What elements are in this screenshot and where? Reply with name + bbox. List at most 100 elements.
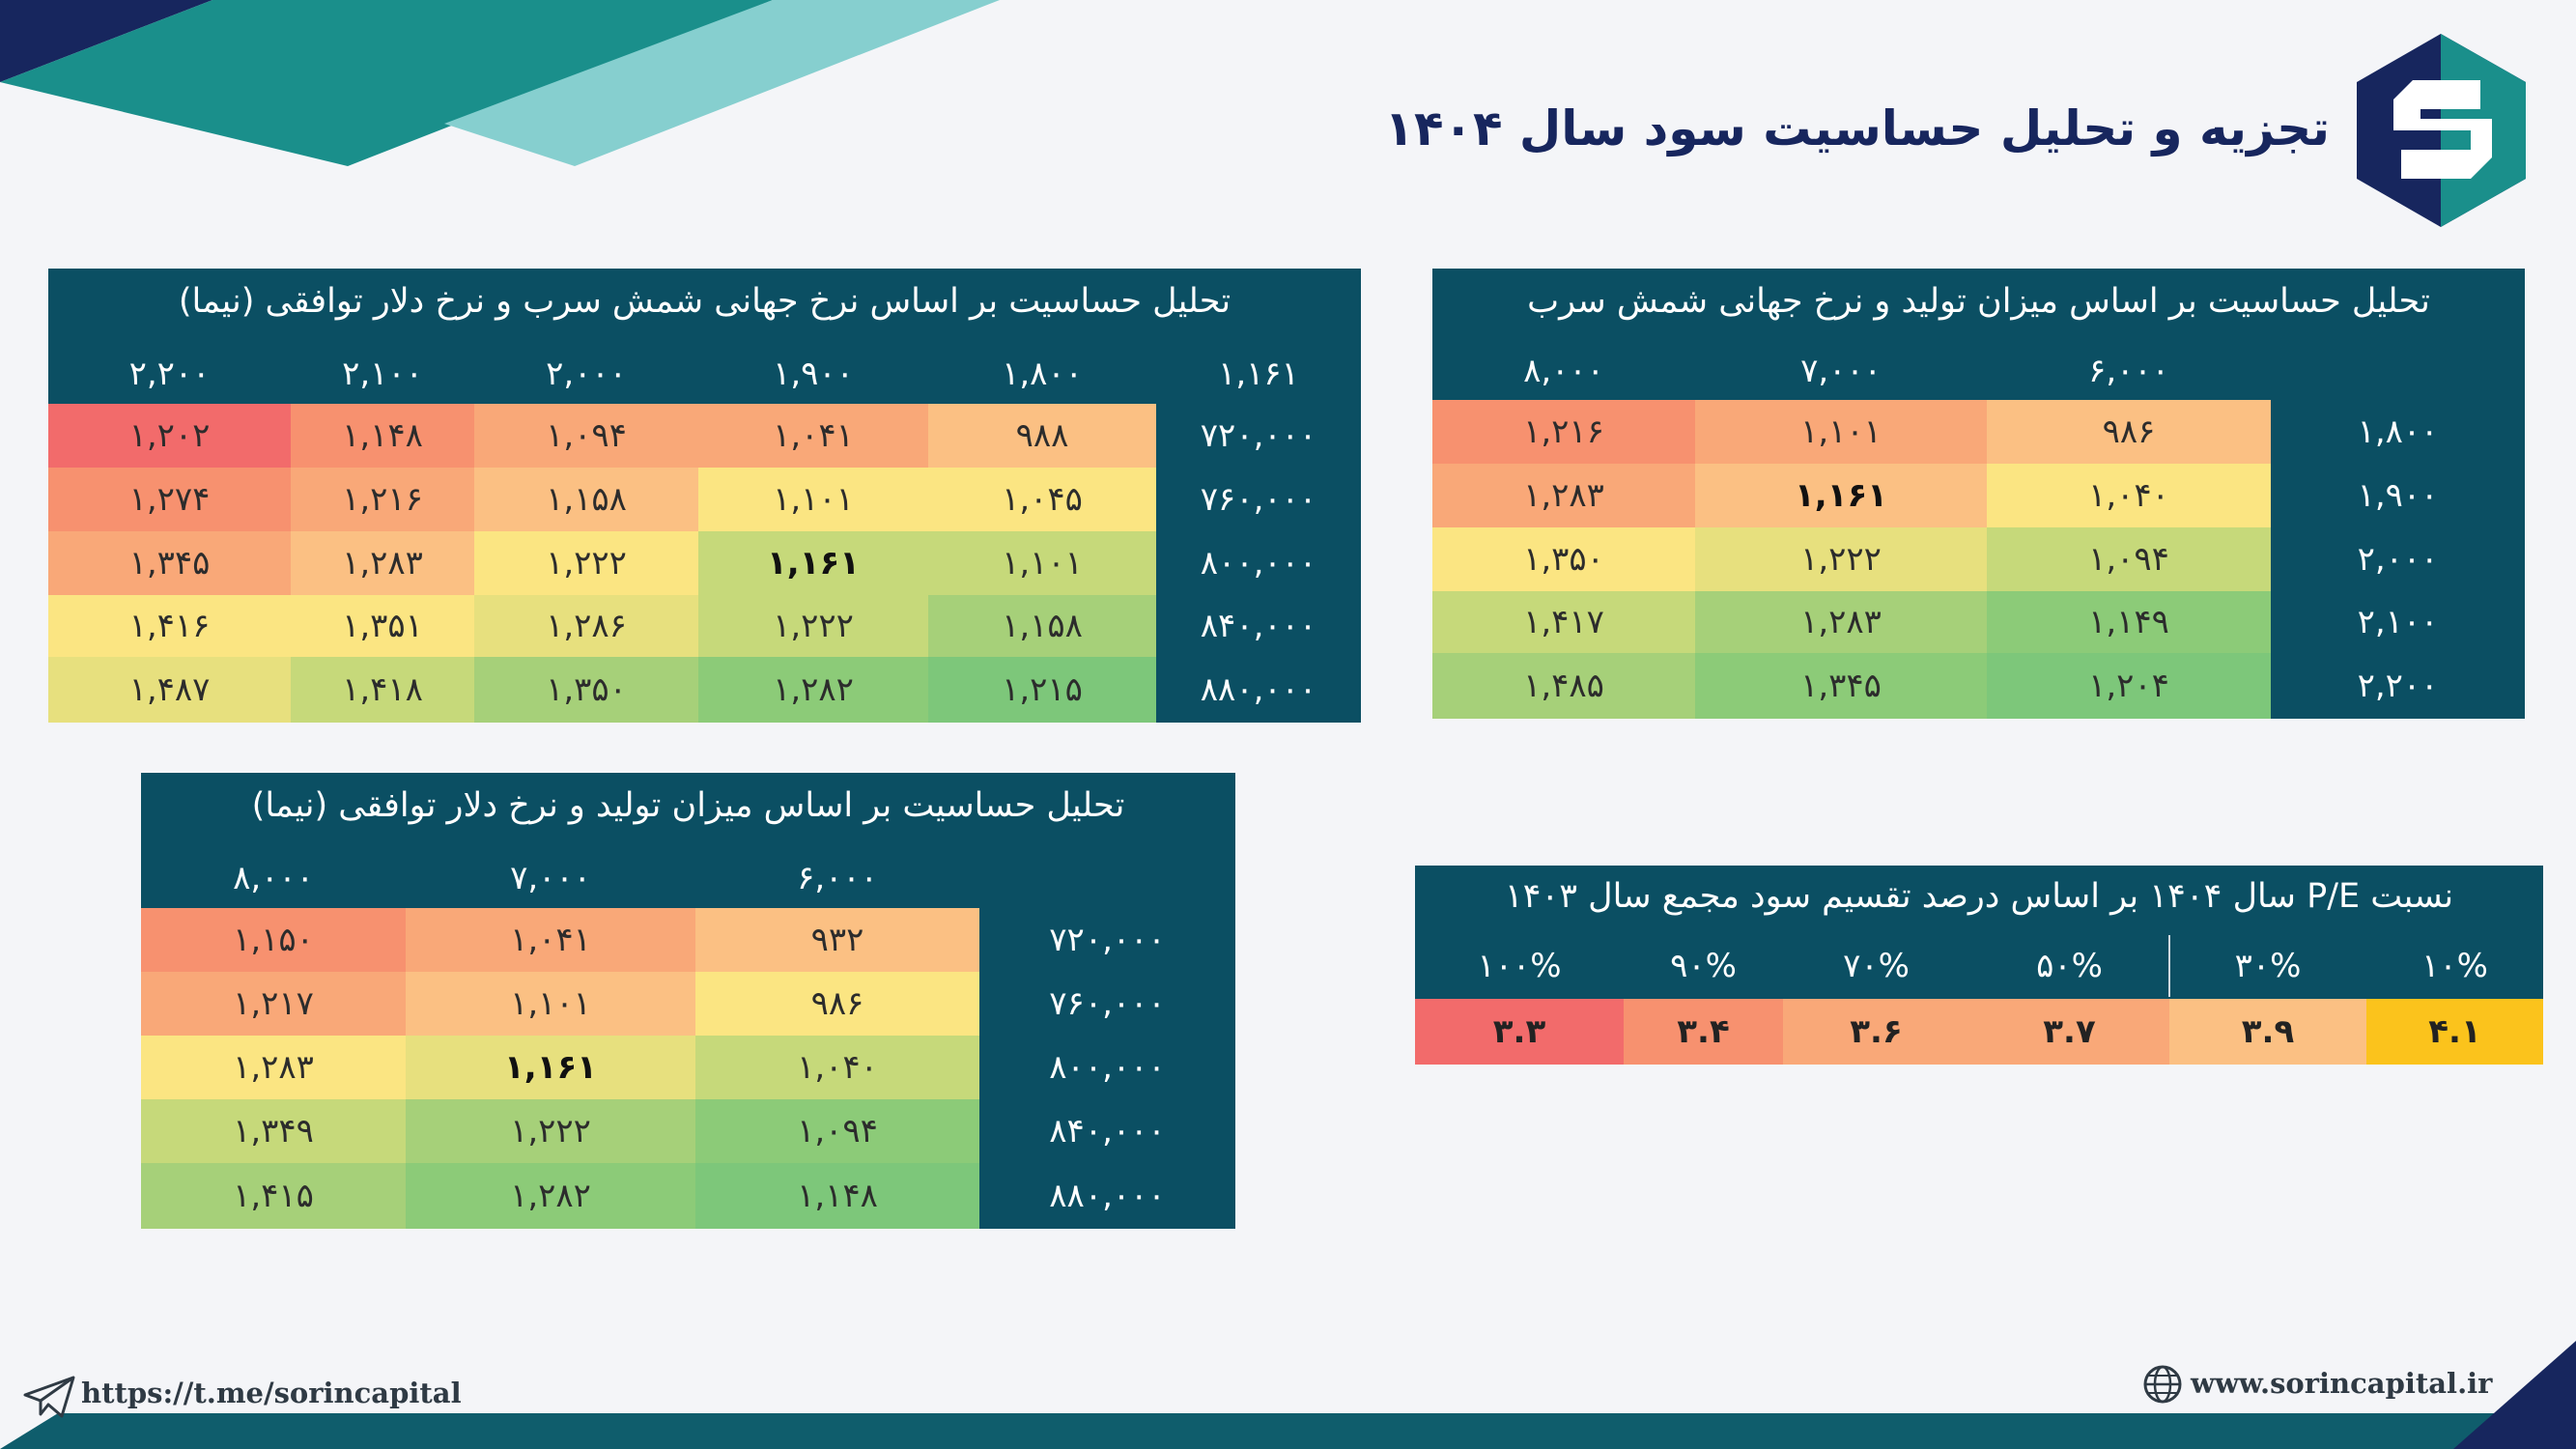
row-header: ۸۸۰,۰۰۰ (1049, 1177, 1166, 1215)
top-left-light-teal-shape (444, 0, 1000, 166)
heat-cell: ۱,۴۸۵ (1432, 653, 1695, 719)
column-header: ۶,۰۰۰ (2088, 352, 2169, 390)
heat-cell: ۱,۱۰۱ (698, 468, 928, 531)
row-header: ۲,۰۰۰ (2357, 540, 2439, 579)
heat-cell: ۹۸۶ (695, 972, 979, 1036)
pe-cell: ۳.۷ (1969, 999, 2169, 1065)
heat-cell: ۱,۱۵۸ (928, 595, 1156, 657)
heat-cell: ۱,۱۰۱ (928, 531, 1156, 595)
column-header: ۷۰% (1843, 947, 1910, 985)
row-header: ۸۴۰,۰۰۰ (1049, 1112, 1166, 1151)
heat-cell: ۱,۲۲۲ (474, 531, 698, 595)
heat-cell: ۱,۰۴۰ (695, 1036, 979, 1099)
heat-cell: ۱,۲۸۳ (1695, 591, 1987, 653)
row-header: ۱,۸۰۰ (2357, 412, 2439, 451)
bottom-teal-band (0, 1413, 2576, 1449)
heat-cell: ۱,۰۴۵ (928, 468, 1156, 531)
globe-icon (2143, 1365, 2182, 1404)
table-production-vs-nima-dollar: تحلیل حساسیت بر اساس میزان تولید و نرخ د… (141, 773, 1235, 1229)
column-header: ۷,۰۰۰ (510, 859, 591, 897)
heat-cell: ۹۳۲ (695, 908, 979, 972)
heat-cell: ۱,۳۴۵ (1695, 653, 1987, 719)
heat-cell: ۱,۲۰۲ (48, 404, 291, 468)
heat-cell: ۱,۴۱۵ (141, 1163, 406, 1229)
heat-cell: ۱,۰۹۴ (1987, 527, 2271, 591)
heat-cell: ۱,۰۹۴ (695, 1099, 979, 1163)
heat-cell: ۱,۳۴۵ (48, 531, 291, 595)
table-lead-price-vs-nima-dollar: تحلیل حساسیت بر اساس نرخ جهانی شمش سرب و… (48, 269, 1361, 723)
heat-cell: ۱,۴۱۷ (1432, 591, 1695, 653)
heat-cell: ۱,۳۴۹ (141, 1099, 406, 1163)
heat-cell: ۱,۱۵۰ (141, 908, 406, 972)
table-title: تحلیل حساسیت بر اساس میزان تولید و نرخ ج… (1527, 282, 2430, 321)
table-production-vs-lead-price: تحلیل حساسیت بر اساس میزان تولید و نرخ ج… (1432, 269, 2525, 719)
heat-cell: ۱,۲۲۲ (698, 595, 928, 657)
heat-cell: ۱,۱۶۱ (698, 531, 928, 595)
heat-cell: ۱,۲۸۶ (474, 595, 698, 657)
column-header: ۱,۸۰۰ (1002, 355, 1083, 393)
heat-cell: ۱,۲۸۳ (141, 1036, 406, 1099)
column-header: ۲,۱۰۰ (342, 355, 423, 393)
heat-cell: ۱,۱۰۱ (1695, 400, 1987, 464)
top-left-teal-shape (0, 0, 773, 166)
heat-cell: ۱,۴۱۶ (48, 595, 291, 657)
table-pe-ratio: نسبت P/E سال ۱۴۰۴ بر اساس درصد تقسیم سود… (1415, 866, 2543, 1065)
heat-cell: ۱,۰۴۱ (406, 908, 695, 972)
row-header: ۸۸۰,۰۰۰ (1200, 670, 1317, 709)
column-header: ۱۰% (2421, 947, 2488, 985)
heat-cell: ۱,۳۵۰ (1432, 527, 1695, 591)
heat-cell: ۱,۱۴۹ (1987, 591, 2271, 653)
column-header: ۳۰% (2234, 947, 2302, 985)
row-header: ۷۲۰,۰۰۰ (1049, 921, 1166, 959)
company-logo (2357, 34, 2526, 227)
row-header: ۸۰۰,۰۰۰ (1200, 544, 1317, 582)
heat-cell: ۱,۳۵۱ (291, 595, 474, 657)
heat-cell: ۱,۲۷۴ (48, 468, 291, 531)
heat-cell: ۱,۱۶۱ (1695, 464, 1987, 527)
heat-cell: ۱,۲۸۳ (291, 531, 474, 595)
table-title: تحلیل حساسیت بر اساس میزان تولید و نرخ د… (251, 786, 1125, 825)
row-header: ۷۶۰,۰۰۰ (1200, 480, 1317, 519)
telegram-link[interactable]: https://t.me/sorincapital (81, 1377, 462, 1409)
heat-cell: ۱,۲۲۲ (1695, 527, 1987, 591)
heat-cell: ۱,۱۴۸ (695, 1163, 979, 1229)
table-title: تحلیل حساسیت بر اساس نرخ جهانی شمش سرب و… (178, 282, 1231, 321)
heat-cell: ۱,۴۸۷ (48, 657, 291, 723)
column-header: ۵۰% (2036, 947, 2103, 985)
heat-cell: ۱,۰۴۰ (1987, 464, 2271, 527)
row-header: ۸۴۰,۰۰۰ (1200, 607, 1317, 645)
row-header: ۷۶۰,۰۰۰ (1049, 984, 1166, 1023)
column-header: ۷,۰۰۰ (1800, 352, 1882, 390)
row-header: ۲,۱۰۰ (2357, 603, 2439, 641)
column-header: ۲,۰۰۰ (546, 355, 627, 393)
heat-cell: ۱,۰۹۴ (474, 404, 698, 468)
heat-cell: ۱,۲۸۳ (1432, 464, 1695, 527)
corner-header: ۱,۱۶۱ (1218, 355, 1299, 393)
column-header: ۸,۰۰۰ (1523, 352, 1604, 390)
column-header: ۹۰% (1670, 947, 1737, 985)
row-header: ۸۰۰,۰۰۰ (1049, 1048, 1166, 1087)
heat-cell: ۱,۱۴۸ (291, 404, 474, 468)
column-separator (2168, 935, 2170, 997)
website-link[interactable]: www.sorincapital.ir (2191, 1367, 2493, 1400)
heat-cell: ۱,۲۱۶ (1432, 400, 1695, 464)
heat-cell: ۱,۲۱۵ (928, 657, 1156, 723)
heat-cell: ۱,۱۶۱ (406, 1036, 695, 1099)
heat-cell: ۱,۲۸۲ (698, 657, 928, 723)
page-title: تجزیه و تحلیل حساسیت سود سال ۱۴۰۴ (1384, 100, 2330, 156)
heat-cell: ۱,۱۰۱ (406, 972, 695, 1036)
row-header: ۲,۲۰۰ (2357, 667, 2439, 705)
column-header: ۸,۰۰۰ (233, 859, 314, 897)
column-header: ۶,۰۰۰ (797, 859, 878, 897)
pe-cell: ۳.۳ (1415, 999, 1624, 1065)
bottom-right-navy-shape (2453, 1341, 2576, 1449)
heat-cell: ۱,۳۵۰ (474, 657, 698, 723)
heat-cell: ۱,۰۴۱ (698, 404, 928, 468)
heat-cell: ۱,۲۸۲ (406, 1163, 695, 1229)
row-header: ۷۲۰,۰۰۰ (1200, 416, 1317, 455)
heat-cell: ۹۸۸ (928, 404, 1156, 468)
pe-cell: ۳.۴ (1624, 999, 1783, 1065)
heat-cell: ۱,۲۱۷ (141, 972, 406, 1036)
pe-cell: ۴.۱ (2366, 999, 2543, 1065)
